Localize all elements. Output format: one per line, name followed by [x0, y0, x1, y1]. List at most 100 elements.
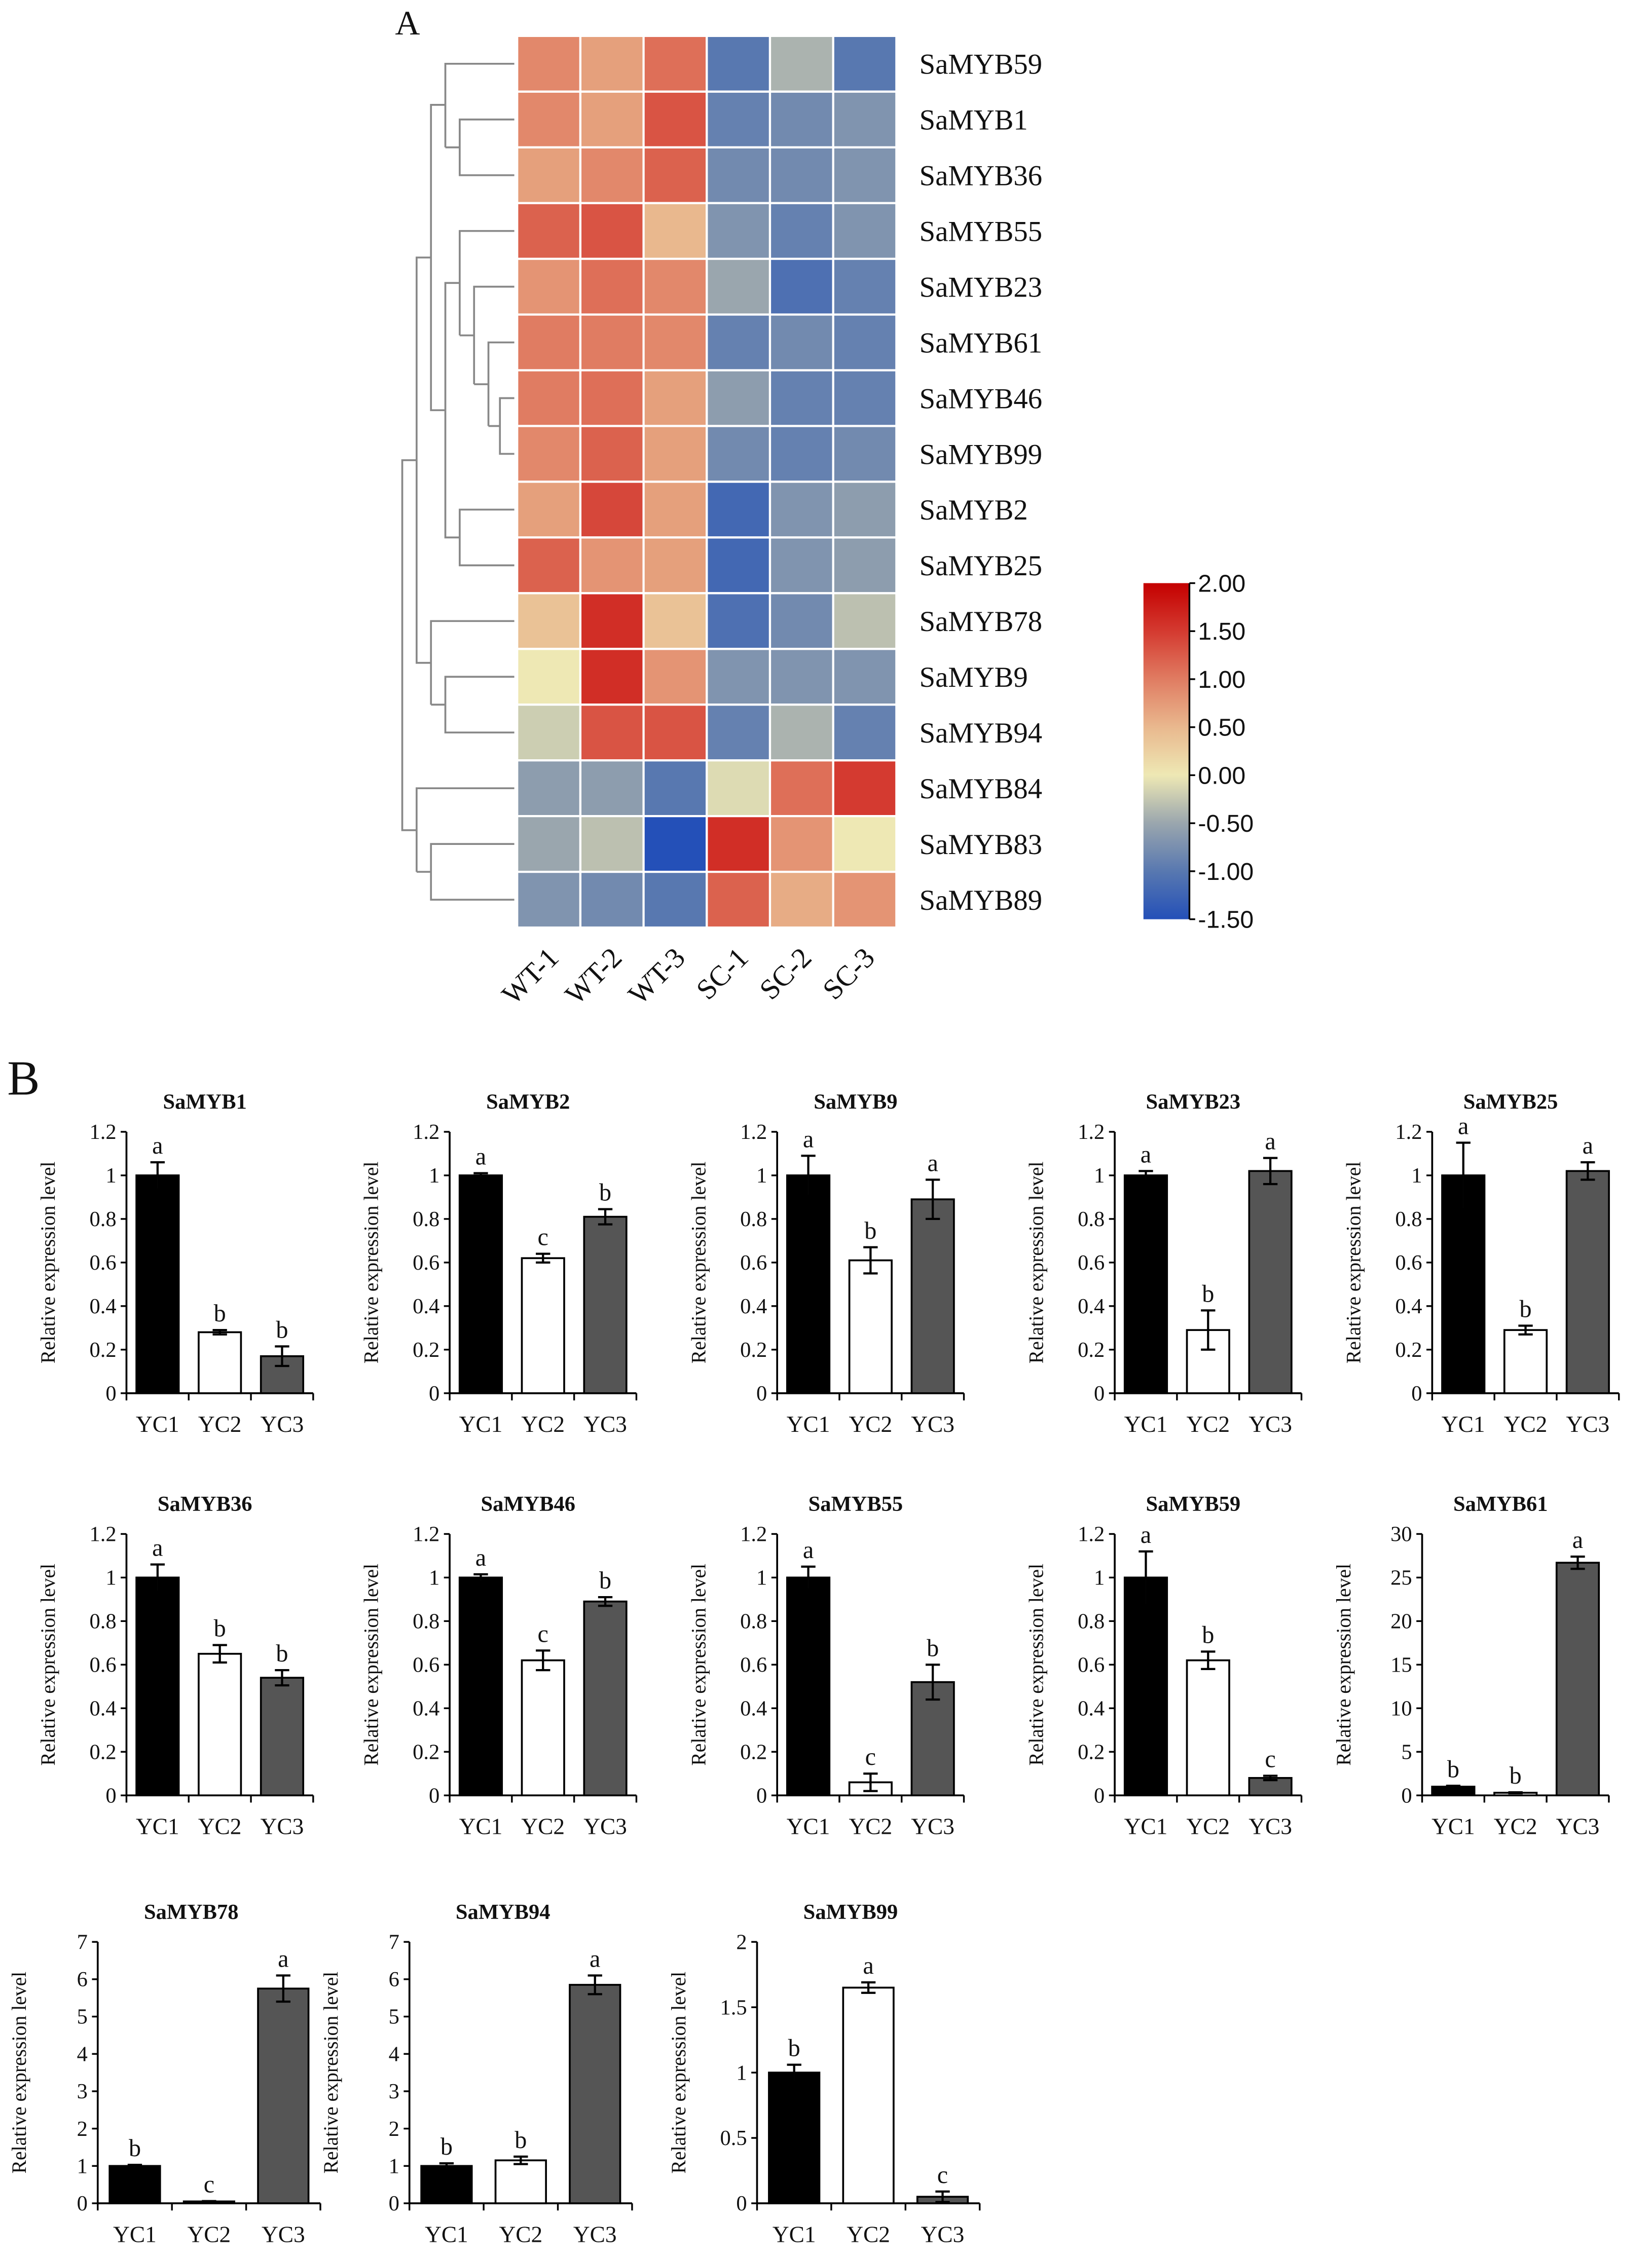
y-tick-label: 1 — [105, 1566, 116, 1590]
y-tick-label: 0 — [756, 1382, 767, 1406]
column-label: WT-2 — [559, 942, 628, 1011]
x-tick-label: YC3 — [1556, 1814, 1600, 1839]
heatmap-cell — [768, 648, 834, 706]
heatmap-cell — [579, 313, 645, 372]
y-tick-label: 6 — [389, 1968, 399, 1991]
colorbar-tick-label: 2.00 — [1198, 570, 1245, 598]
heatmap-cell — [642, 536, 708, 595]
bar-YC1 — [420, 2165, 473, 2204]
y-tick-label: 0.4 — [89, 1295, 116, 1318]
heatmap-cell — [832, 90, 898, 149]
error-bar — [275, 1669, 289, 1687]
heatmap-cell — [642, 648, 708, 706]
y-tick-label: 0.4 — [1078, 1295, 1105, 1318]
heatmap-cell — [768, 313, 834, 372]
x-tick-label: YC3 — [583, 1814, 627, 1839]
x-tick-label: YC2 — [198, 1814, 242, 1839]
bar-YC3 — [583, 1215, 628, 1394]
bar-YC2 — [848, 1259, 893, 1394]
y-tick-label: 4 — [77, 2042, 88, 2066]
heatmap-cell — [516, 425, 582, 483]
heatmap-cell — [579, 592, 645, 650]
x-tick-label: YC1 — [1442, 1412, 1485, 1437]
y-tick-label: 0 — [429, 1784, 439, 1807]
row-label: SaMYB23 — [920, 272, 1042, 303]
error-bar — [863, 1772, 878, 1792]
heatmap-cell — [832, 592, 898, 650]
y-tick-label: 0.2 — [1078, 1740, 1105, 1764]
bar-YC3 — [1565, 1170, 1610, 1394]
y-tick-label: 0.6 — [740, 1251, 767, 1275]
y-tick-label: 0.8 — [740, 1207, 767, 1231]
panel-title: SaMYB46 — [481, 1492, 576, 1516]
heatmap-cell — [832, 815, 898, 873]
significance-letter: b — [1202, 1280, 1214, 1307]
significance-letter: a — [278, 1946, 288, 1973]
x-tick-label: YC3 — [573, 2222, 617, 2247]
significance-letter: a — [152, 1535, 163, 1562]
significance-letter: b — [599, 1567, 611, 1594]
bar-YC3 — [1248, 1170, 1293, 1394]
y-tick-label: 0 — [1094, 1784, 1105, 1807]
heatmap-cell — [579, 704, 645, 762]
x-tick-label: YC2 — [198, 1412, 242, 1437]
x-tick-label: YC1 — [459, 1412, 503, 1437]
bar-YC1 — [768, 2072, 821, 2204]
heatmap-cell — [706, 90, 772, 149]
heatmap-cell — [706, 648, 772, 706]
heatmap-cell — [832, 870, 898, 929]
colorbar-tick-label: 0.50 — [1198, 714, 1245, 742]
x-tick-label: YC1 — [425, 2222, 468, 2247]
significance-letter: b — [927, 1635, 939, 1661]
bar-YC1 — [458, 1576, 503, 1797]
significance-letter: b — [276, 1640, 288, 1667]
y-tick-label: 0.8 — [1078, 1610, 1105, 1634]
error-bar — [536, 1252, 550, 1264]
heatmap-cell — [832, 648, 898, 706]
significance-letter: a — [927, 1150, 938, 1177]
row-label: SaMYB2 — [920, 495, 1028, 526]
error-bar — [935, 2190, 950, 2203]
x-tick-label: YC2 — [1494, 1814, 1537, 1839]
error-bar — [1201, 1650, 1216, 1671]
row-label: SaMYB83 — [920, 829, 1042, 861]
bar-YC1 — [786, 1174, 831, 1394]
y-tick-label: 0.2 — [89, 1338, 116, 1362]
panel-title: SaMYB61 — [1453, 1492, 1548, 1516]
error-bar — [588, 1974, 602, 1995]
heatmap-cell — [642, 759, 708, 818]
bar-YC1 — [135, 1174, 180, 1394]
heatmap-cell — [642, 34, 708, 93]
heatmap-cell — [768, 536, 834, 595]
heatmap-cell — [642, 90, 708, 149]
significance-letter: a — [590, 1946, 600, 1973]
error-bar — [925, 1663, 940, 1701]
heatmap-cell — [706, 425, 772, 483]
y-axis-label: Relative expression level — [320, 1972, 342, 2174]
panel-title: SaMYB9 — [814, 1090, 897, 1114]
y-tick-label: 0.6 — [89, 1653, 116, 1677]
significance-letter: b — [129, 2135, 141, 2162]
y-tick-label: 0.2 — [413, 1740, 439, 1764]
row-label: SaMYB25 — [920, 550, 1042, 582]
heatmap-cell — [832, 536, 898, 595]
heatmap-cell — [642, 369, 708, 427]
heatmap-cell — [706, 202, 772, 260]
y-tick-label: 0.4 — [1078, 1696, 1105, 1720]
y-tick-label: 0 — [1411, 1382, 1422, 1406]
significance-letter: b — [1520, 1296, 1532, 1323]
heatmap-cell — [706, 480, 772, 539]
heatmap-cell — [832, 369, 898, 427]
heatmap-cell — [642, 425, 708, 483]
significance-letter: c — [538, 1620, 548, 1647]
y-tick-label: 0.8 — [89, 1610, 116, 1634]
bar-YC3 — [910, 1681, 955, 1797]
y-tick-label: 0.6 — [740, 1653, 767, 1677]
heatmap-cell — [642, 592, 708, 650]
error-bar — [863, 1246, 878, 1275]
y-tick-label: 0.4 — [740, 1696, 767, 1720]
y-tick-label: 0.6 — [413, 1653, 439, 1677]
heatmap-cell — [832, 704, 898, 762]
bar-panel-SaMYB99: SaMYB99 Relative expression level 0 0.5 1 1.5… — [668, 1900, 981, 2247]
